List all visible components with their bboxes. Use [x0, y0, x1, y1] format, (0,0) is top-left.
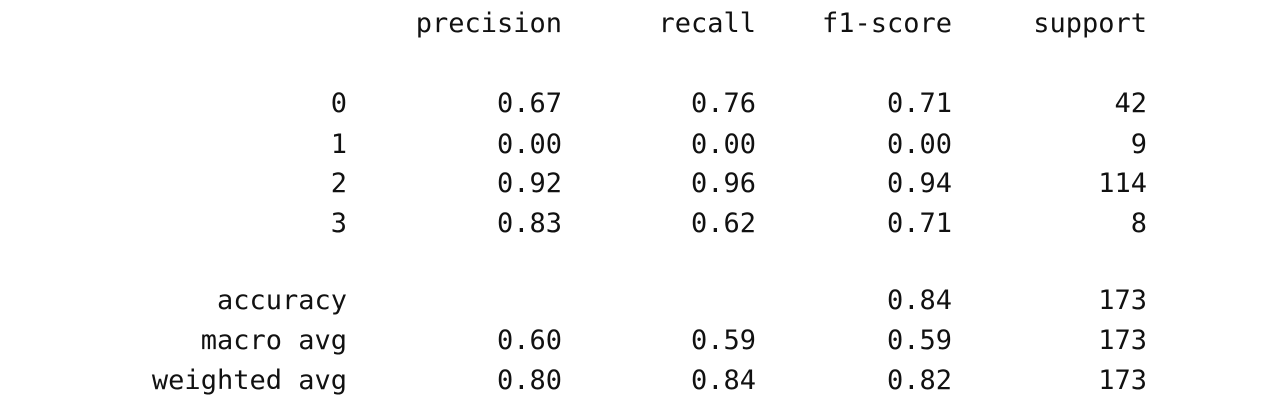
support-value: 42	[1114, 88, 1147, 119]
support-value: 173	[1098, 325, 1147, 356]
precision-value: 0.80	[496, 365, 562, 396]
recall-value: 0.00	[690, 129, 756, 160]
support-value: 173	[1098, 285, 1147, 316]
row-label: 2	[330, 168, 347, 199]
recall-value: 0.62	[690, 208, 756, 239]
row-label: weighted avg	[151, 365, 347, 396]
support-value: 8	[1130, 208, 1147, 239]
precision-value: 0.92	[496, 168, 562, 199]
support-value: 9	[1130, 129, 1147, 160]
support-value: 173	[1098, 365, 1147, 396]
recall-value: 0.59	[690, 325, 756, 356]
f1-score-value: 0.71	[886, 208, 952, 239]
precision-value: 0.00	[496, 129, 562, 160]
f1-score-value: 0.59	[886, 325, 952, 356]
precision-value: 0.83	[496, 208, 562, 239]
support-value: 114	[1098, 168, 1147, 199]
row-label: 0	[330, 88, 347, 119]
row-label: accuracy	[216, 285, 347, 316]
row-label: 3	[330, 208, 347, 239]
recall-value: 0.96	[690, 168, 756, 199]
precision-value: 0.60	[496, 325, 562, 356]
f1-score-value: 0.00	[886, 129, 952, 160]
f1-score-value: 0.82	[886, 365, 952, 396]
header-f1-score: f1-score	[821, 8, 952, 39]
recall-value: 0.76	[690, 88, 756, 119]
header-precision: precision	[415, 8, 562, 39]
precision-value: 0.67	[496, 88, 562, 119]
row-label: 1	[330, 129, 347, 160]
row-label: macro avg	[200, 325, 347, 356]
f1-score-value: 0.94	[886, 168, 952, 199]
header-support: support	[1033, 8, 1147, 39]
f1-score-value: 0.71	[886, 88, 952, 119]
f1-score-value: 0.84	[886, 285, 952, 316]
header-recall: recall	[658, 8, 756, 39]
recall-value: 0.84	[690, 365, 756, 396]
